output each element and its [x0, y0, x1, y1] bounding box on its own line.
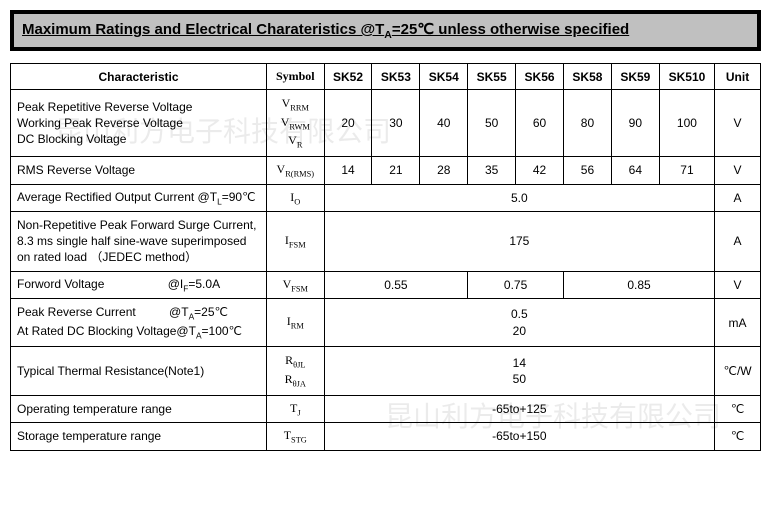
- cell-value: 56: [564, 157, 612, 184]
- cell-symbol: TSTG: [267, 423, 325, 450]
- cell-unit: ℃: [715, 395, 761, 422]
- cell-characteristic: Storage temperature range: [11, 423, 267, 450]
- cell-unit: V: [715, 271, 761, 298]
- table-row: Typical Thermal Resistance(Note1) RθJLRθ…: [11, 347, 761, 395]
- cell-value: -65to+125: [324, 395, 715, 422]
- table-row: RMS Reverse Voltage VR(RMS) 14 21 28 35 …: [11, 157, 761, 184]
- cell-characteristic: Operating temperature range: [11, 395, 267, 422]
- table-row: Peak Repetitive Reverse Voltage Working …: [11, 90, 761, 157]
- ratings-table: Characteristic Symbol SK52 SK53 SK54 SK5…: [10, 63, 761, 451]
- table-header-row: Characteristic Symbol SK52 SK53 SK54 SK5…: [11, 64, 761, 90]
- cell-characteristic: RMS Reverse Voltage: [11, 157, 267, 184]
- col-part: SK55: [468, 64, 516, 90]
- cell-value: 90: [611, 90, 659, 157]
- cell-value: 42: [516, 157, 564, 184]
- table-row: Peak Reverse Current @TA=25℃ At Rated DC…: [11, 298, 761, 346]
- cell-value: 20: [324, 90, 372, 157]
- cell-characteristic: Peak Reverse Current @TA=25℃ At Rated DC…: [11, 298, 267, 346]
- cell-unit: mA: [715, 298, 761, 346]
- cell-characteristic: Peak Repetitive Reverse Voltage Working …: [11, 90, 267, 157]
- col-part: SK59: [611, 64, 659, 90]
- cell-value: 71: [659, 157, 714, 184]
- col-part: SK54: [420, 64, 468, 90]
- cell-value: -65to+150: [324, 423, 715, 450]
- col-unit: Unit: [715, 64, 761, 90]
- cell-unit: V: [715, 90, 761, 157]
- col-part: SK52: [324, 64, 372, 90]
- col-part: SK510: [659, 64, 714, 90]
- cell-value: 1450: [324, 347, 715, 395]
- cell-value: 64: [611, 157, 659, 184]
- cell-value: 50: [468, 90, 516, 157]
- table-row: Operating temperature range TJ -65to+125…: [11, 395, 761, 422]
- cell-value: 60: [516, 90, 564, 157]
- cell-symbol: IO: [267, 184, 325, 211]
- col-symbol: Symbol: [267, 64, 325, 90]
- cell-unit: A: [715, 184, 761, 211]
- cell-characteristic: Average Rectified Output Current @TL=90℃: [11, 184, 267, 211]
- cell-value: 0.520: [324, 298, 715, 346]
- cell-value: 5.0: [324, 184, 715, 211]
- cell-value: 100: [659, 90, 714, 157]
- table-row: Non-Repetitive Peak Forward Surge Curren…: [11, 211, 761, 271]
- cell-value: 30: [372, 90, 420, 157]
- cell-unit: V: [715, 157, 761, 184]
- col-part: SK53: [372, 64, 420, 90]
- cell-value: 0.75: [468, 271, 564, 298]
- cell-value: 0.85: [564, 271, 715, 298]
- col-characteristic: Characteristic: [11, 64, 267, 90]
- cell-value: 175: [324, 211, 715, 271]
- cell-value: 80: [564, 90, 612, 157]
- cell-value: 28: [420, 157, 468, 184]
- cell-symbol: VR(RMS): [267, 157, 325, 184]
- cell-value: 14: [324, 157, 372, 184]
- table-row: Storage temperature range TSTG -65to+150…: [11, 423, 761, 450]
- cell-value: 0.55: [324, 271, 468, 298]
- cell-unit: A: [715, 211, 761, 271]
- cell-symbol: VRRMVRWMVR: [267, 90, 325, 157]
- cell-characteristic: Non-Repetitive Peak Forward Surge Curren…: [11, 211, 267, 271]
- table-row: Forword Voltage @IF=5.0A VFSM 0.55 0.75 …: [11, 271, 761, 298]
- cell-unit: ℃: [715, 423, 761, 450]
- cell-symbol: TJ: [267, 395, 325, 422]
- cell-value: 40: [420, 90, 468, 157]
- col-part: SK56: [516, 64, 564, 90]
- cell-value: 21: [372, 157, 420, 184]
- cell-characteristic: Typical Thermal Resistance(Note1): [11, 347, 267, 395]
- cell-symbol: IFSM: [267, 211, 325, 271]
- cell-unit: ℃/W: [715, 347, 761, 395]
- cell-characteristic: Forword Voltage @IF=5.0A: [11, 271, 267, 298]
- cell-symbol: RθJLRθJA: [267, 347, 325, 395]
- cell-value: 35: [468, 157, 516, 184]
- cell-symbol: VFSM: [267, 271, 325, 298]
- table-row: Average Rectified Output Current @TL=90℃…: [11, 184, 761, 211]
- cell-symbol: IRM: [267, 298, 325, 346]
- col-part: SK58: [564, 64, 612, 90]
- title-banner: Maximum Ratings and Electrical Charateri…: [10, 10, 761, 51]
